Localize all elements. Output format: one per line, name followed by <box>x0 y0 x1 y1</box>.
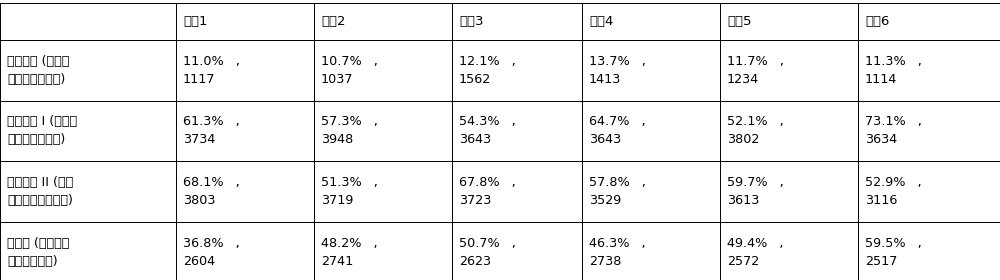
Text: 57.3%   ,
3948: 57.3% , 3948 <box>321 115 378 146</box>
Bar <box>0 101 176 161</box>
Bar <box>314 161 452 222</box>
Bar <box>582 161 720 222</box>
Bar <box>858 222 1000 280</box>
Text: 54.3%   ,
3643: 54.3% , 3643 <box>459 115 516 146</box>
Text: 61.3%   ,
3734: 61.3% , 3734 <box>183 115 240 146</box>
Text: 36.8%   ,
2604: 36.8% , 2604 <box>183 237 240 268</box>
Text: 68.1%   ,
3803: 68.1% , 3803 <box>183 176 240 207</box>
Text: 患者1: 患者1 <box>183 15 208 28</box>
Bar <box>314 40 452 101</box>
Text: 11.7%   ,
1234: 11.7% , 1234 <box>727 55 784 86</box>
Text: 59.7%   ,
3613: 59.7% , 3613 <box>727 176 784 207</box>
Bar <box>582 222 720 280</box>
Bar <box>720 101 858 161</box>
Text: 患者5: 患者5 <box>727 15 752 28</box>
Bar <box>720 40 858 101</box>
Text: 52.1%   ,
3802: 52.1% , 3802 <box>727 115 784 146</box>
Bar <box>314 222 452 280</box>
Bar <box>314 101 452 161</box>
Bar <box>176 222 314 280</box>
Text: 51.3%   ,
3719: 51.3% , 3719 <box>321 176 378 207</box>
Bar <box>582 101 720 161</box>
Bar <box>0 40 176 101</box>
Bar <box>452 222 582 280</box>
Text: 49.4%   ,
2572: 49.4% , 2572 <box>727 237 784 268</box>
Bar <box>720 222 858 280</box>
Bar <box>858 3 1000 40</box>
Text: 患者3: 患者3 <box>459 15 484 28</box>
Bar <box>176 161 314 222</box>
Bar <box>858 161 1000 222</box>
Text: 检测管 (活化百分
比，活化强度): 检测管 (活化百分 比，活化强度) <box>7 237 69 268</box>
Bar <box>720 3 858 40</box>
Text: 阳性对照 I (活化百
分比，活化强度): 阳性对照 I (活化百 分比，活化强度) <box>7 115 77 146</box>
Text: 52.9%   ,
3116: 52.9% , 3116 <box>865 176 922 207</box>
Bar <box>176 40 314 101</box>
Bar <box>452 40 582 101</box>
Text: 11.0%   ,
1117: 11.0% , 1117 <box>183 55 240 86</box>
Text: 患者2: 患者2 <box>321 15 346 28</box>
Text: 空白对照 (活化百
分比，活化强度): 空白对照 (活化百 分比，活化强度) <box>7 55 69 86</box>
Bar <box>720 161 858 222</box>
Text: 13.7%   ,
1413: 13.7% , 1413 <box>589 55 646 86</box>
Text: 46.3%   ,
2738: 46.3% , 2738 <box>589 237 646 268</box>
Bar <box>452 161 582 222</box>
Bar <box>452 101 582 161</box>
Bar <box>582 3 720 40</box>
Bar <box>0 222 176 280</box>
Text: 50.7%   ,
2623: 50.7% , 2623 <box>459 237 516 268</box>
Text: 64.7%   ,
3643: 64.7% , 3643 <box>589 115 646 146</box>
Bar <box>582 40 720 101</box>
Text: 57.8%   ,
3529: 57.8% , 3529 <box>589 176 646 207</box>
Text: 59.5%   ,
2517: 59.5% , 2517 <box>865 237 922 268</box>
Bar <box>858 40 1000 101</box>
Text: 67.8%   ,
3723: 67.8% , 3723 <box>459 176 516 207</box>
Text: 11.3%   ,
1114: 11.3% , 1114 <box>865 55 922 86</box>
Bar <box>452 3 582 40</box>
Bar <box>0 161 176 222</box>
Bar <box>858 101 1000 161</box>
Text: 48.2%   ,
2741: 48.2% , 2741 <box>321 237 378 268</box>
Text: 患者4: 患者4 <box>589 15 613 28</box>
Bar <box>314 3 452 40</box>
Text: 73.1%   ,
3634: 73.1% , 3634 <box>865 115 922 146</box>
Bar <box>0 3 176 40</box>
Text: 阳性对照 II (活化
百分比，活化强度): 阳性对照 II (活化 百分比，活化强度) <box>7 176 73 207</box>
Text: 10.7%   ,
1037: 10.7% , 1037 <box>321 55 378 86</box>
Text: 患者6: 患者6 <box>865 15 889 28</box>
Bar <box>176 101 314 161</box>
Text: 12.1%   ,
1562: 12.1% , 1562 <box>459 55 516 86</box>
Bar <box>176 3 314 40</box>
